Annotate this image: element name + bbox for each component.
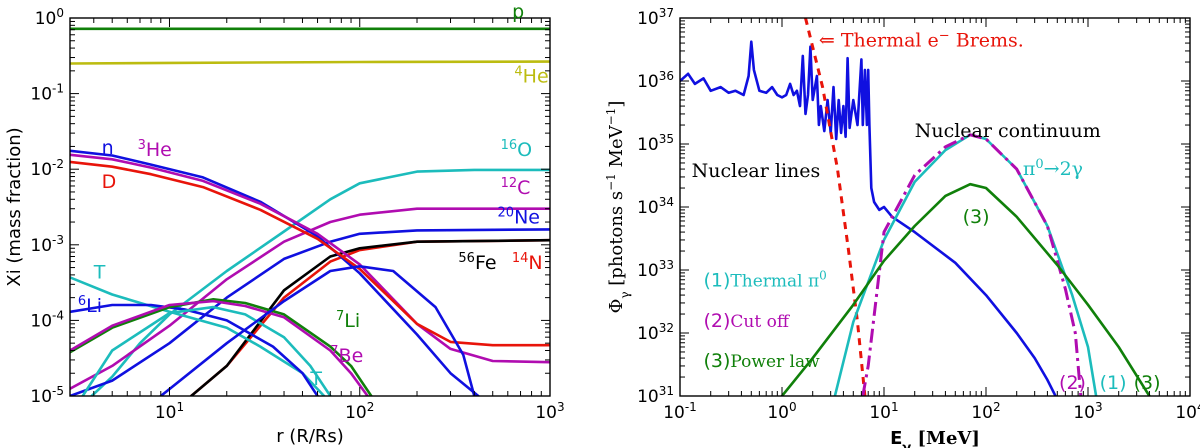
left-ticks: [69, 18, 550, 397]
right-label: (3): [963, 206, 990, 228]
right-ytick-label: 1032: [637, 321, 674, 344]
right-ticks: [679, 18, 1190, 397]
left-axes-frame: [69, 17, 551, 397]
left-series-4he: [70, 60, 550, 65]
right-label: (2): [1059, 372, 1086, 394]
left-series-16o: [90, 168, 550, 396]
right-ytick-label: 1036: [637, 69, 674, 92]
left-series-6li: [70, 303, 319, 396]
left-label: D: [102, 171, 117, 193]
left-ytick-label: 10-4: [30, 308, 64, 331]
right-xtick-label: 100: [767, 400, 796, 423]
left-label: T: [309, 368, 322, 390]
left-label: p: [512, 1, 524, 23]
right-label: Nuclear continuum: [915, 120, 1101, 142]
right-series-nuclear-lines: [680, 40, 1057, 396]
right-label: Nuclear lines: [692, 160, 821, 182]
left-series-t-bump: [81, 305, 332, 396]
left-series-bump2: [159, 265, 476, 396]
left-series-7li: [70, 298, 373, 396]
right-label: π0→2γ: [1023, 157, 1083, 181]
left-label: 7Be: [330, 344, 363, 368]
right-label: ⇐ Thermal e− Brems.: [819, 28, 1024, 52]
left-series-7be: [70, 299, 369, 396]
left-series-20ne: [70, 228, 550, 396]
right-xtick-label: 10-1: [663, 400, 697, 423]
left-panel-mass-fraction: 101 102 103 10-5 10-4 10-3 10-2 10-1 100 r (R/Rs)…: [4, 1, 565, 447]
right-label: (1)Thermal π0: [704, 268, 827, 291]
left-ytick-label: 100: [35, 6, 64, 29]
left-series-12c: [70, 207, 550, 390]
left-label: 6Li: [78, 293, 102, 317]
right-ylabel: Φγ [photons s−1 MeV−1]: [604, 101, 632, 314]
right-ytick-label: 1035: [637, 132, 674, 155]
left-ytick-label: 10-1: [30, 82, 64, 105]
right-panel-photon-flux: 10-1 100 101 102 103 104 1031 1032 1033 1034 1035 1…: [604, 6, 1200, 448]
right-xlabel: Eγ [MeV]: [890, 428, 980, 448]
left-series-n: [70, 149, 480, 396]
left-series-3he: [70, 153, 550, 364]
left-label: 56Fe: [458, 250, 496, 274]
left-label: 4He: [514, 64, 548, 88]
left-label: 16O: [501, 137, 533, 161]
left-ylabel: Xi (mass fraction): [4, 127, 25, 286]
right-series-3-power-law: [780, 182, 1151, 396]
left-label: T: [93, 261, 106, 283]
right-label: (2)Cut off: [704, 310, 791, 332]
left-xtick-label: 101: [155, 400, 184, 423]
left-series-56fe: [189, 238, 550, 396]
left-xlabel: r (R/Rs): [276, 426, 344, 447]
left-ytick-label: 10-5: [30, 384, 64, 407]
left-label: 20Ne: [498, 205, 540, 229]
left-label: 7Li: [336, 308, 360, 332]
left-xtick-label: 102: [345, 400, 374, 423]
right-xtick-label: 103: [1073, 400, 1102, 423]
right-ytick-label: 1037: [637, 6, 674, 29]
right-series-2-cut-off: [861, 133, 1083, 396]
left-label: n: [102, 137, 114, 159]
right-series-thermal-e-brems: [804, 18, 867, 396]
right-xtick-label: 102: [971, 400, 1000, 423]
right-series-group: [680, 18, 1151, 396]
left-ytick-label: 10-2: [30, 157, 64, 180]
left-xtick-label: 103: [535, 400, 564, 423]
left-label: 3He: [138, 137, 172, 161]
right-ytick-label: 1031: [637, 384, 674, 407]
right-xtick-label: 101: [869, 400, 898, 423]
left-series-group: [70, 27, 550, 396]
left-label: 12C: [501, 175, 531, 199]
left-series-d: [70, 160, 550, 347]
right-label: (3)Power law: [704, 350, 821, 372]
left-ytick-label: 10-3: [30, 233, 64, 256]
left-label: 14N: [512, 250, 543, 274]
right-label: (1): [1100, 372, 1127, 394]
right-xtick-label: 104: [1175, 400, 1200, 423]
right-ytick-label: 1034: [637, 195, 674, 218]
right-ytick-label: 1033: [637, 258, 674, 281]
right-label: (3): [1134, 372, 1161, 394]
